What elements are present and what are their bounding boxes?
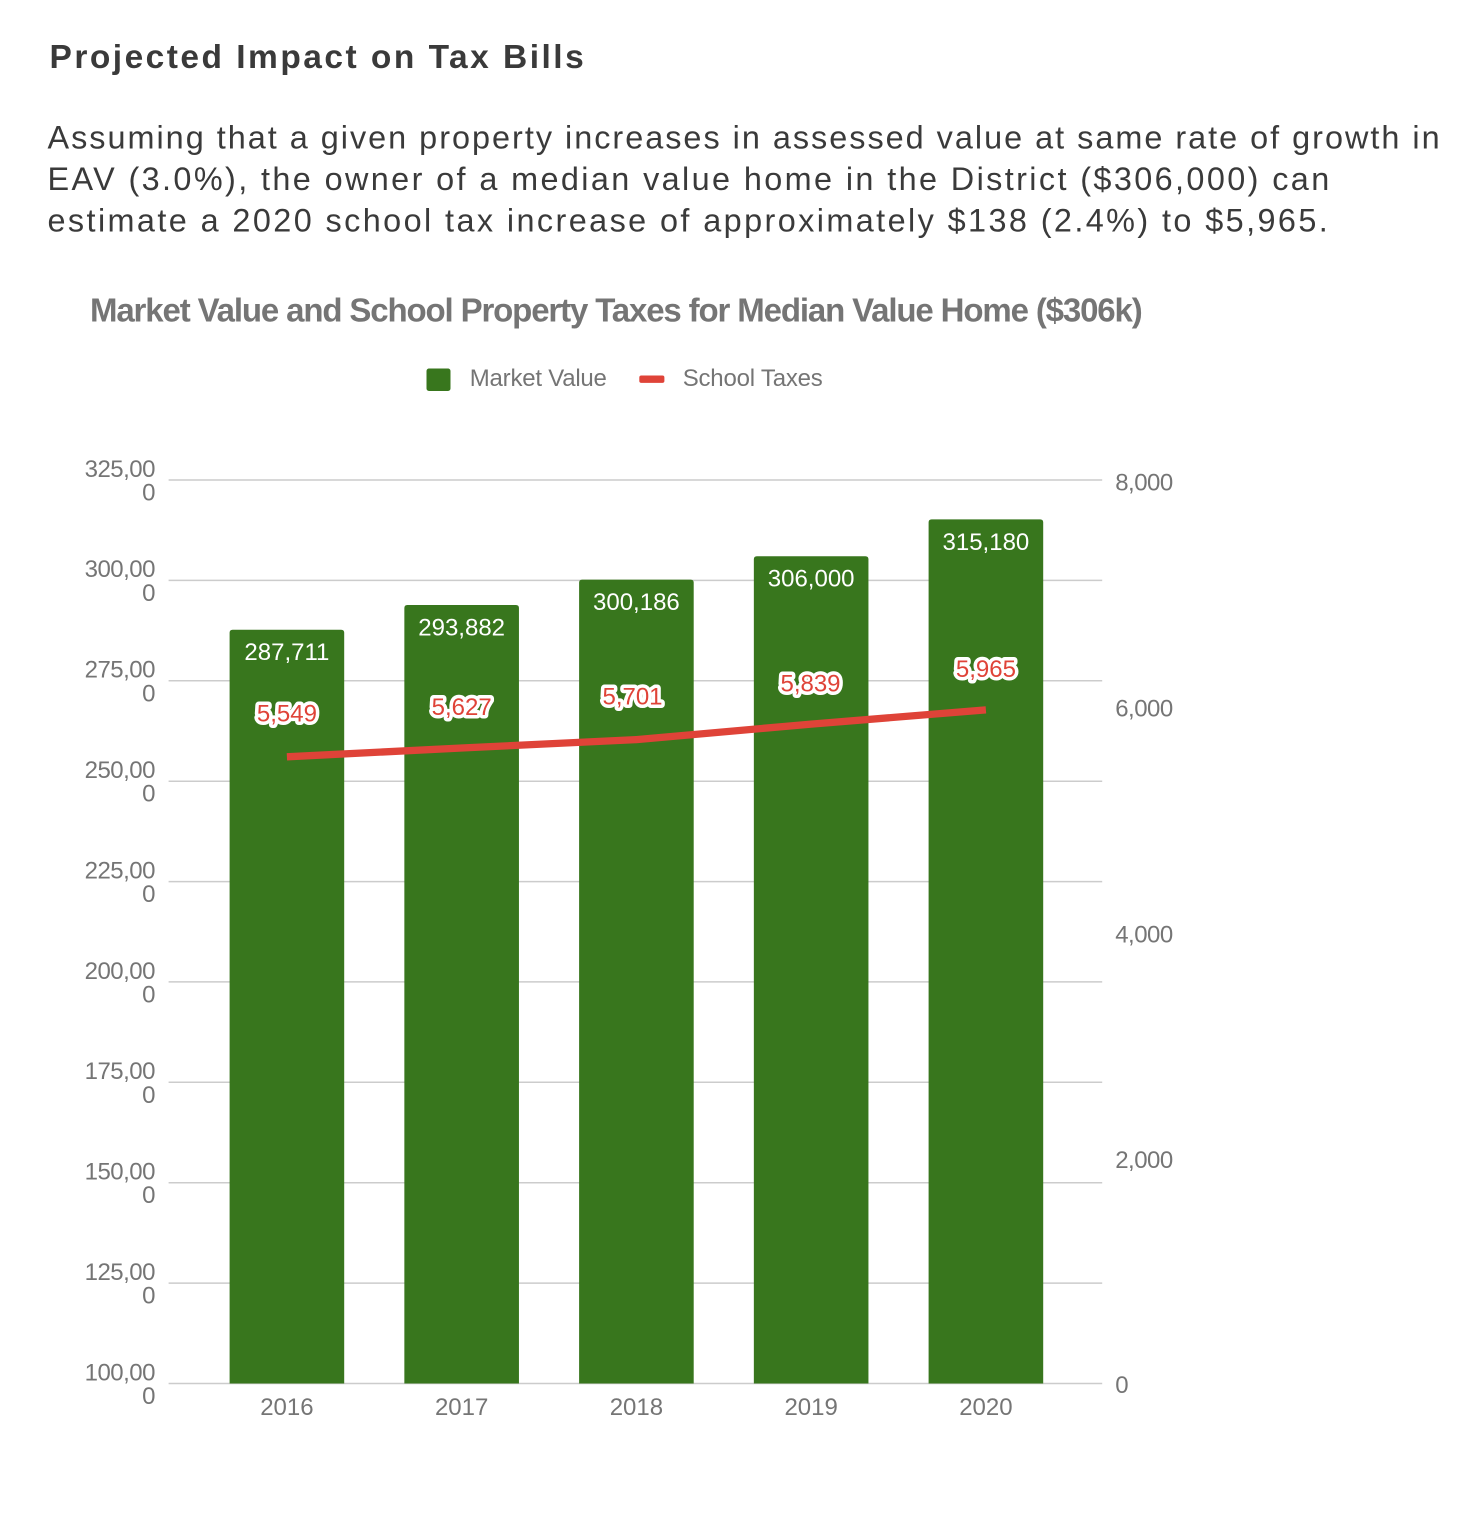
svg-text:300,00: 300,00	[85, 556, 156, 583]
svg-text:2020: 2020	[959, 1394, 1012, 1421]
svg-text:5,965: 5,965	[956, 656, 1016, 683]
svg-text:125,00: 125,00	[85, 1259, 156, 1286]
svg-text:0: 0	[142, 1082, 155, 1109]
svg-text:0: 0	[142, 781, 155, 808]
svg-text:5,549: 5,549	[257, 701, 317, 728]
svg-text:0: 0	[142, 580, 155, 607]
svg-text:0: 0	[142, 982, 155, 1009]
svg-text:2,000: 2,000	[1115, 1147, 1173, 1174]
svg-text:5,627: 5,627	[432, 694, 492, 721]
svg-text:250,00: 250,00	[85, 757, 156, 784]
svg-text:Market Value: Market Value	[470, 365, 607, 392]
svg-text:293,882: 293,882	[418, 614, 505, 641]
svg-text:Assuming that a given property: Assuming that a given property increases…	[48, 120, 1442, 156]
svg-text:325,00: 325,00	[85, 456, 156, 483]
svg-text:School Taxes: School Taxes	[683, 365, 823, 392]
svg-text:175,00: 175,00	[85, 1058, 156, 1085]
svg-text:275,00: 275,00	[85, 657, 156, 684]
svg-text:315,180: 315,180	[943, 529, 1030, 556]
svg-text:200,00: 200,00	[85, 958, 156, 985]
svg-text:150,00: 150,00	[85, 1159, 156, 1186]
svg-text:0: 0	[142, 881, 155, 908]
svg-text:0: 0	[142, 1283, 155, 1310]
svg-text:0: 0	[142, 1383, 155, 1410]
svg-text:EAV (3.0%), the owner of a med: EAV (3.0%), the owner of a median value …	[48, 161, 1332, 197]
svg-text:0: 0	[142, 480, 155, 507]
svg-text:2017: 2017	[435, 1394, 488, 1421]
svg-text:Projected Impact on Tax Bills: Projected Impact on Tax Bills	[50, 39, 587, 76]
svg-text:5,701: 5,701	[602, 683, 662, 710]
svg-text:0: 0	[1115, 1372, 1128, 1399]
svg-text:8,000: 8,000	[1115, 469, 1173, 496]
svg-text:Market Value and School Proper: Market Value and School Property Taxes f…	[90, 291, 1142, 328]
svg-text:4,000: 4,000	[1115, 921, 1173, 948]
svg-text:100,00: 100,00	[85, 1359, 156, 1386]
svg-text:0: 0	[142, 1182, 155, 1209]
svg-text:2016: 2016	[260, 1394, 313, 1421]
svg-text:287,711: 287,711	[244, 639, 329, 666]
svg-text:estimate a 2020 school tax inc: estimate a 2020 school tax increase of a…	[48, 202, 1331, 238]
svg-text:225,00: 225,00	[85, 857, 156, 884]
svg-text:306,000: 306,000	[768, 566, 855, 593]
svg-text:2019: 2019	[784, 1394, 837, 1421]
svg-text:0: 0	[142, 680, 155, 707]
svg-text:2018: 2018	[610, 1394, 663, 1421]
svg-text:5,839: 5,839	[780, 671, 840, 698]
svg-text:6,000: 6,000	[1115, 695, 1173, 722]
svg-text:300,186: 300,186	[593, 589, 680, 616]
